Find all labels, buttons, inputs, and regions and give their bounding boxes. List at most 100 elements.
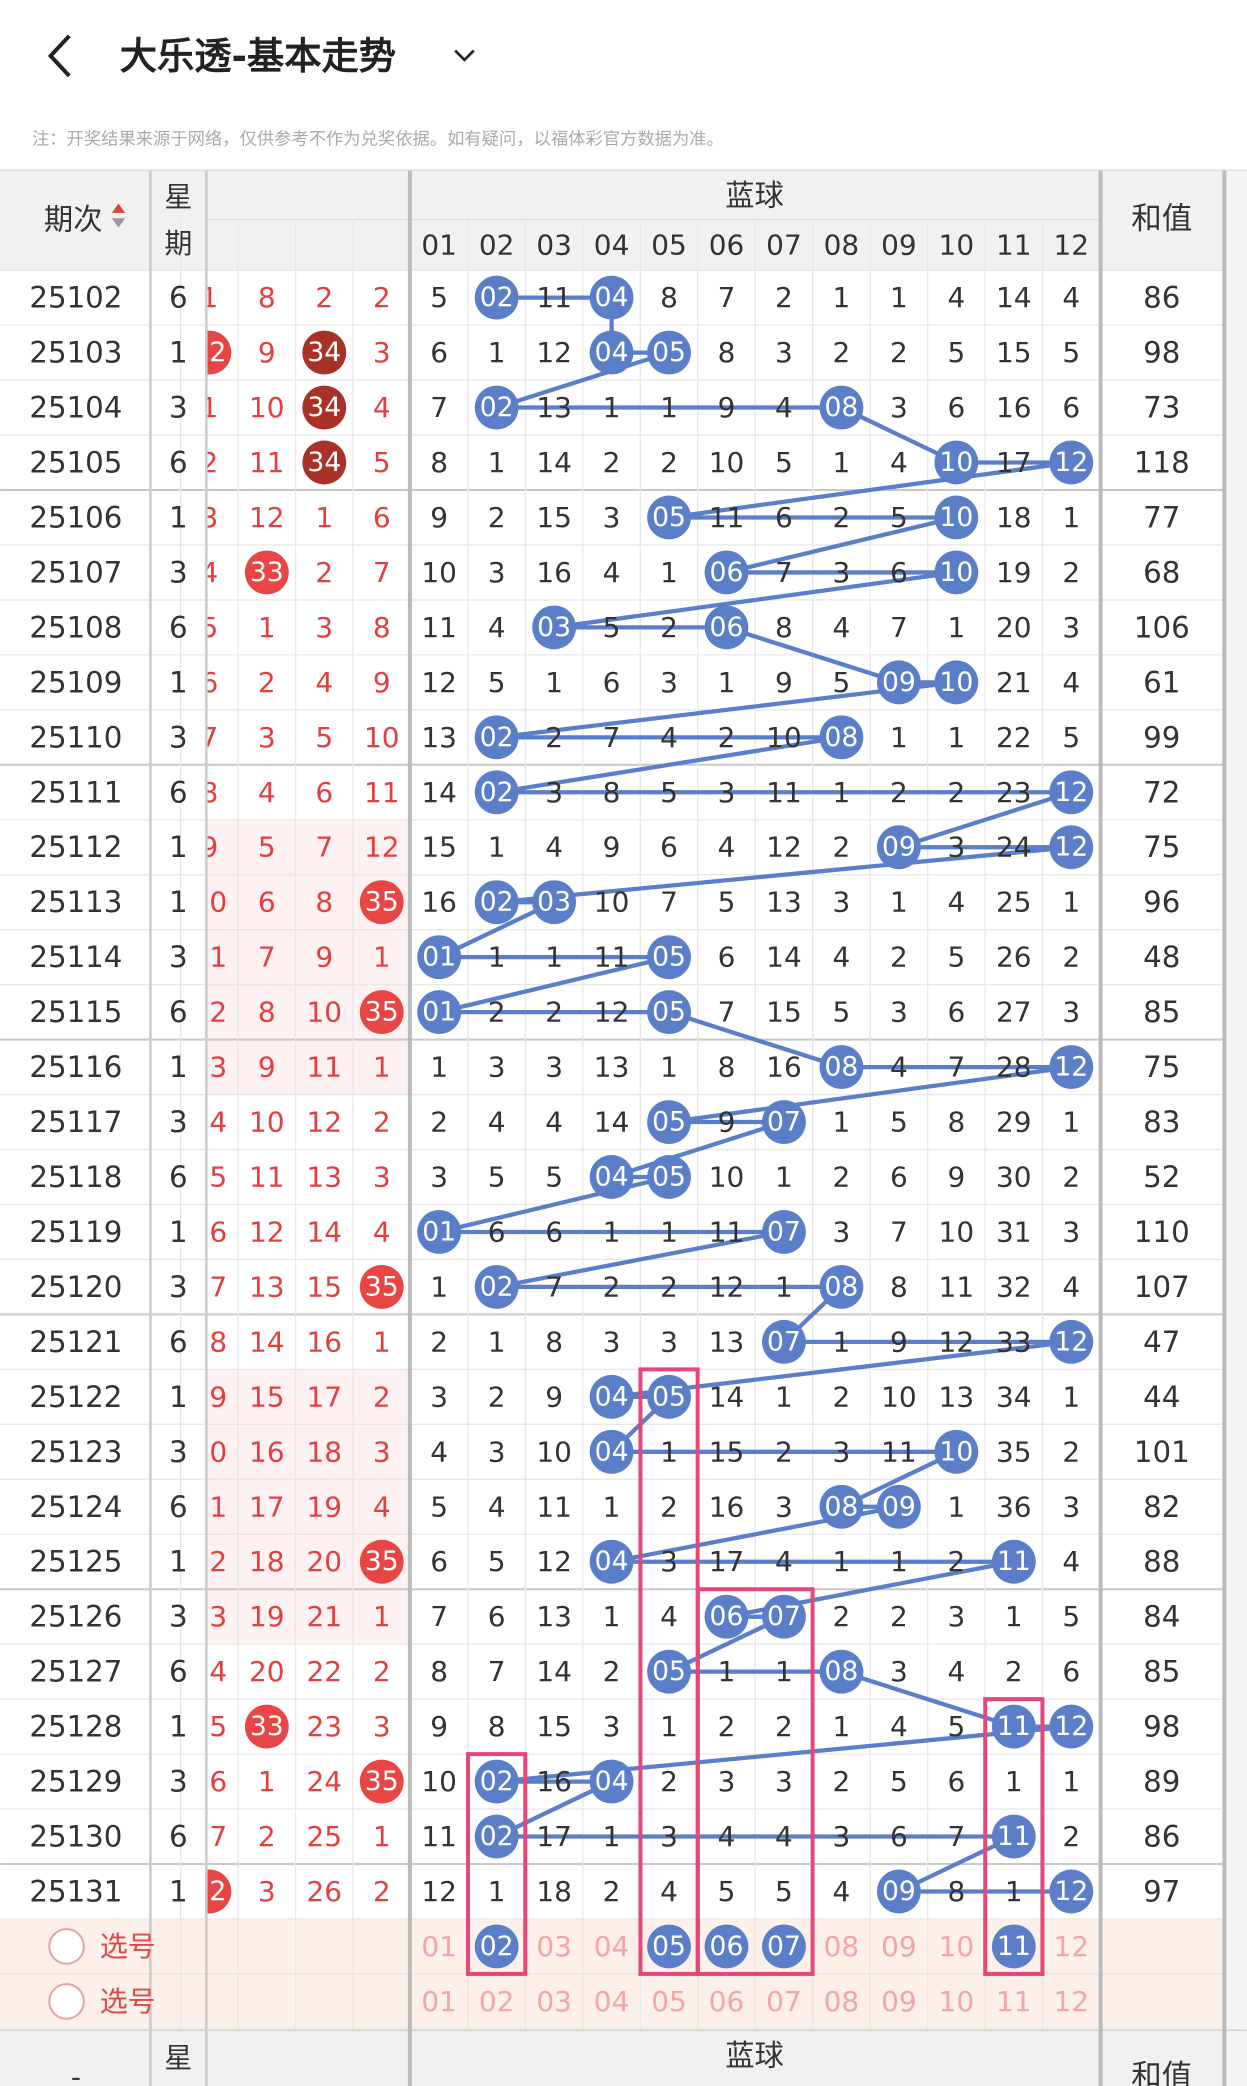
blue-miss: 7 (775, 556, 793, 589)
weekday: 3 (169, 1600, 188, 1634)
period: 25126 (29, 1600, 122, 1634)
blue-miss: 6 (488, 1600, 506, 1633)
blue-miss: 5 (718, 1875, 736, 1908)
ball-number: 12 (1054, 1052, 1088, 1083)
blue-option[interactable]: 03 (536, 1985, 572, 2018)
blue-option[interactable]: 02 (479, 1985, 515, 2018)
ball (359, 880, 404, 925)
blue-miss: 21 (996, 666, 1032, 699)
sort-up[interactable] (111, 203, 126, 213)
blue-miss: 5 (947, 941, 965, 974)
notice: 注：开奖结果来源于网络，仅供参考不作为兑奖依据。如有疑问，以福体彩官方数据为准。 (32, 130, 724, 150)
blue-option[interactable]: 08 (824, 1930, 860, 1963)
blue-miss: 1 (660, 1710, 678, 1743)
select-label[interactable]: 选号 (100, 1930, 156, 1963)
ball (819, 1264, 864, 1309)
blue-miss: 13 (939, 1380, 975, 1413)
blue-option[interactable]: 04 (594, 1930, 630, 1963)
blue-miss: 1 (545, 666, 563, 699)
ball (647, 1155, 691, 1199)
sort-down[interactable] (111, 218, 126, 228)
blue-miss: 2 (833, 1380, 851, 1413)
period: 25110 (29, 720, 122, 754)
blue-miss: 14 (996, 281, 1032, 314)
blue-miss: 1 (603, 1490, 621, 1523)
blue-option[interactable]: 01 (421, 1930, 457, 1963)
blue-option[interactable]: 10 (939, 1985, 975, 2018)
ball (819, 715, 864, 760)
blue-option[interactable]: 03 (536, 1930, 572, 1963)
ball (417, 1210, 462, 1254)
red-miss: 9 (315, 941, 333, 974)
blue-option[interactable]: 06 (709, 1985, 745, 2018)
back-button[interactable] (47, 34, 71, 78)
pattern-highlight (466, 1752, 528, 1976)
red-miss: 15 (307, 1270, 343, 1303)
blue-miss: 2 (833, 501, 851, 534)
blue-option[interactable]: 01 (421, 1985, 457, 2018)
red-miss: 11 (249, 1161, 285, 1194)
sum: 86 (1143, 281, 1180, 315)
blue-miss: 15 (709, 1435, 745, 1468)
blue-miss: 2 (833, 1600, 851, 1633)
blue-option[interactable]: 10 (939, 1930, 975, 1963)
blue-miss: 4 (1062, 1545, 1080, 1578)
red-miss: 7 (258, 941, 276, 974)
select-toggle[interactable] (48, 1983, 85, 2020)
blue-miss: 5 (430, 1490, 448, 1523)
blue-miss: 1 (718, 1655, 736, 1688)
blue-option[interactable]: 08 (824, 1985, 860, 2018)
red-miss: 6 (373, 501, 391, 534)
blue-miss: 3 (718, 776, 736, 809)
blue-miss: 3 (775, 1765, 793, 1798)
blue-miss: 12 (536, 1545, 572, 1578)
weekday: 1 (169, 1545, 188, 1579)
blue-miss: 2 (718, 721, 736, 754)
blue-miss: 1 (603, 391, 621, 424)
ball (647, 1100, 691, 1145)
blue-option[interactable]: 05 (651, 1985, 687, 2018)
blue-miss: 2 (775, 1435, 793, 1468)
select-label[interactable]: 选号 (100, 1985, 156, 2018)
ball-number: 10 (939, 1436, 973, 1467)
red-miss: 2 (258, 1820, 276, 1853)
blue-miss: 6 (890, 1820, 908, 1853)
blue-miss: 10 (594, 886, 630, 919)
blue-option[interactable]: 12 (1054, 1985, 1090, 2018)
blue-miss: 10 (766, 721, 802, 754)
title-dropdown[interactable] (454, 49, 475, 62)
blue-miss: 4 (603, 556, 621, 589)
ball (819, 1649, 864, 1694)
blue-miss: 1 (660, 1051, 678, 1084)
blue-option[interactable]: 09 (881, 1985, 917, 2018)
ball-number: 05 (652, 337, 686, 368)
blue-option[interactable]: 04 (594, 1985, 630, 2018)
weekday-header: 期 (164, 227, 192, 260)
red-miss: 10 (364, 721, 400, 754)
blue-column-label: 02 (479, 228, 515, 261)
ball (474, 880, 519, 925)
blue-miss: 1 (1062, 1380, 1080, 1413)
blue-option[interactable]: 07 (766, 1985, 802, 2018)
ball (991, 1539, 1036, 1584)
select-toggle[interactable] (48, 1928, 85, 1965)
blue-miss: 1 (890, 886, 908, 919)
blue-miss: 10 (709, 446, 745, 479)
blue-miss: 2 (833, 831, 851, 864)
blue-miss: 2 (890, 1600, 908, 1633)
weekday: 3 (169, 1765, 188, 1799)
blue-miss: 1 (947, 1490, 965, 1523)
blue-option[interactable]: 12 (1054, 1930, 1090, 1963)
ball (474, 1924, 519, 1969)
blue-miss: 5 (660, 776, 678, 809)
blue-option[interactable]: 09 (881, 1930, 917, 1963)
blue-miss: 13 (709, 1325, 745, 1358)
period: 25123 (29, 1435, 122, 1469)
blue-miss: 1 (718, 666, 736, 699)
red-miss: 4 (373, 1490, 391, 1523)
blue-option[interactable]: 11 (996, 1985, 1032, 2018)
sum: 73 (1143, 391, 1180, 425)
red-miss: 27 (192, 1820, 228, 1853)
blue-miss: 1 (660, 556, 678, 589)
red-miss: 13 (249, 1270, 285, 1303)
